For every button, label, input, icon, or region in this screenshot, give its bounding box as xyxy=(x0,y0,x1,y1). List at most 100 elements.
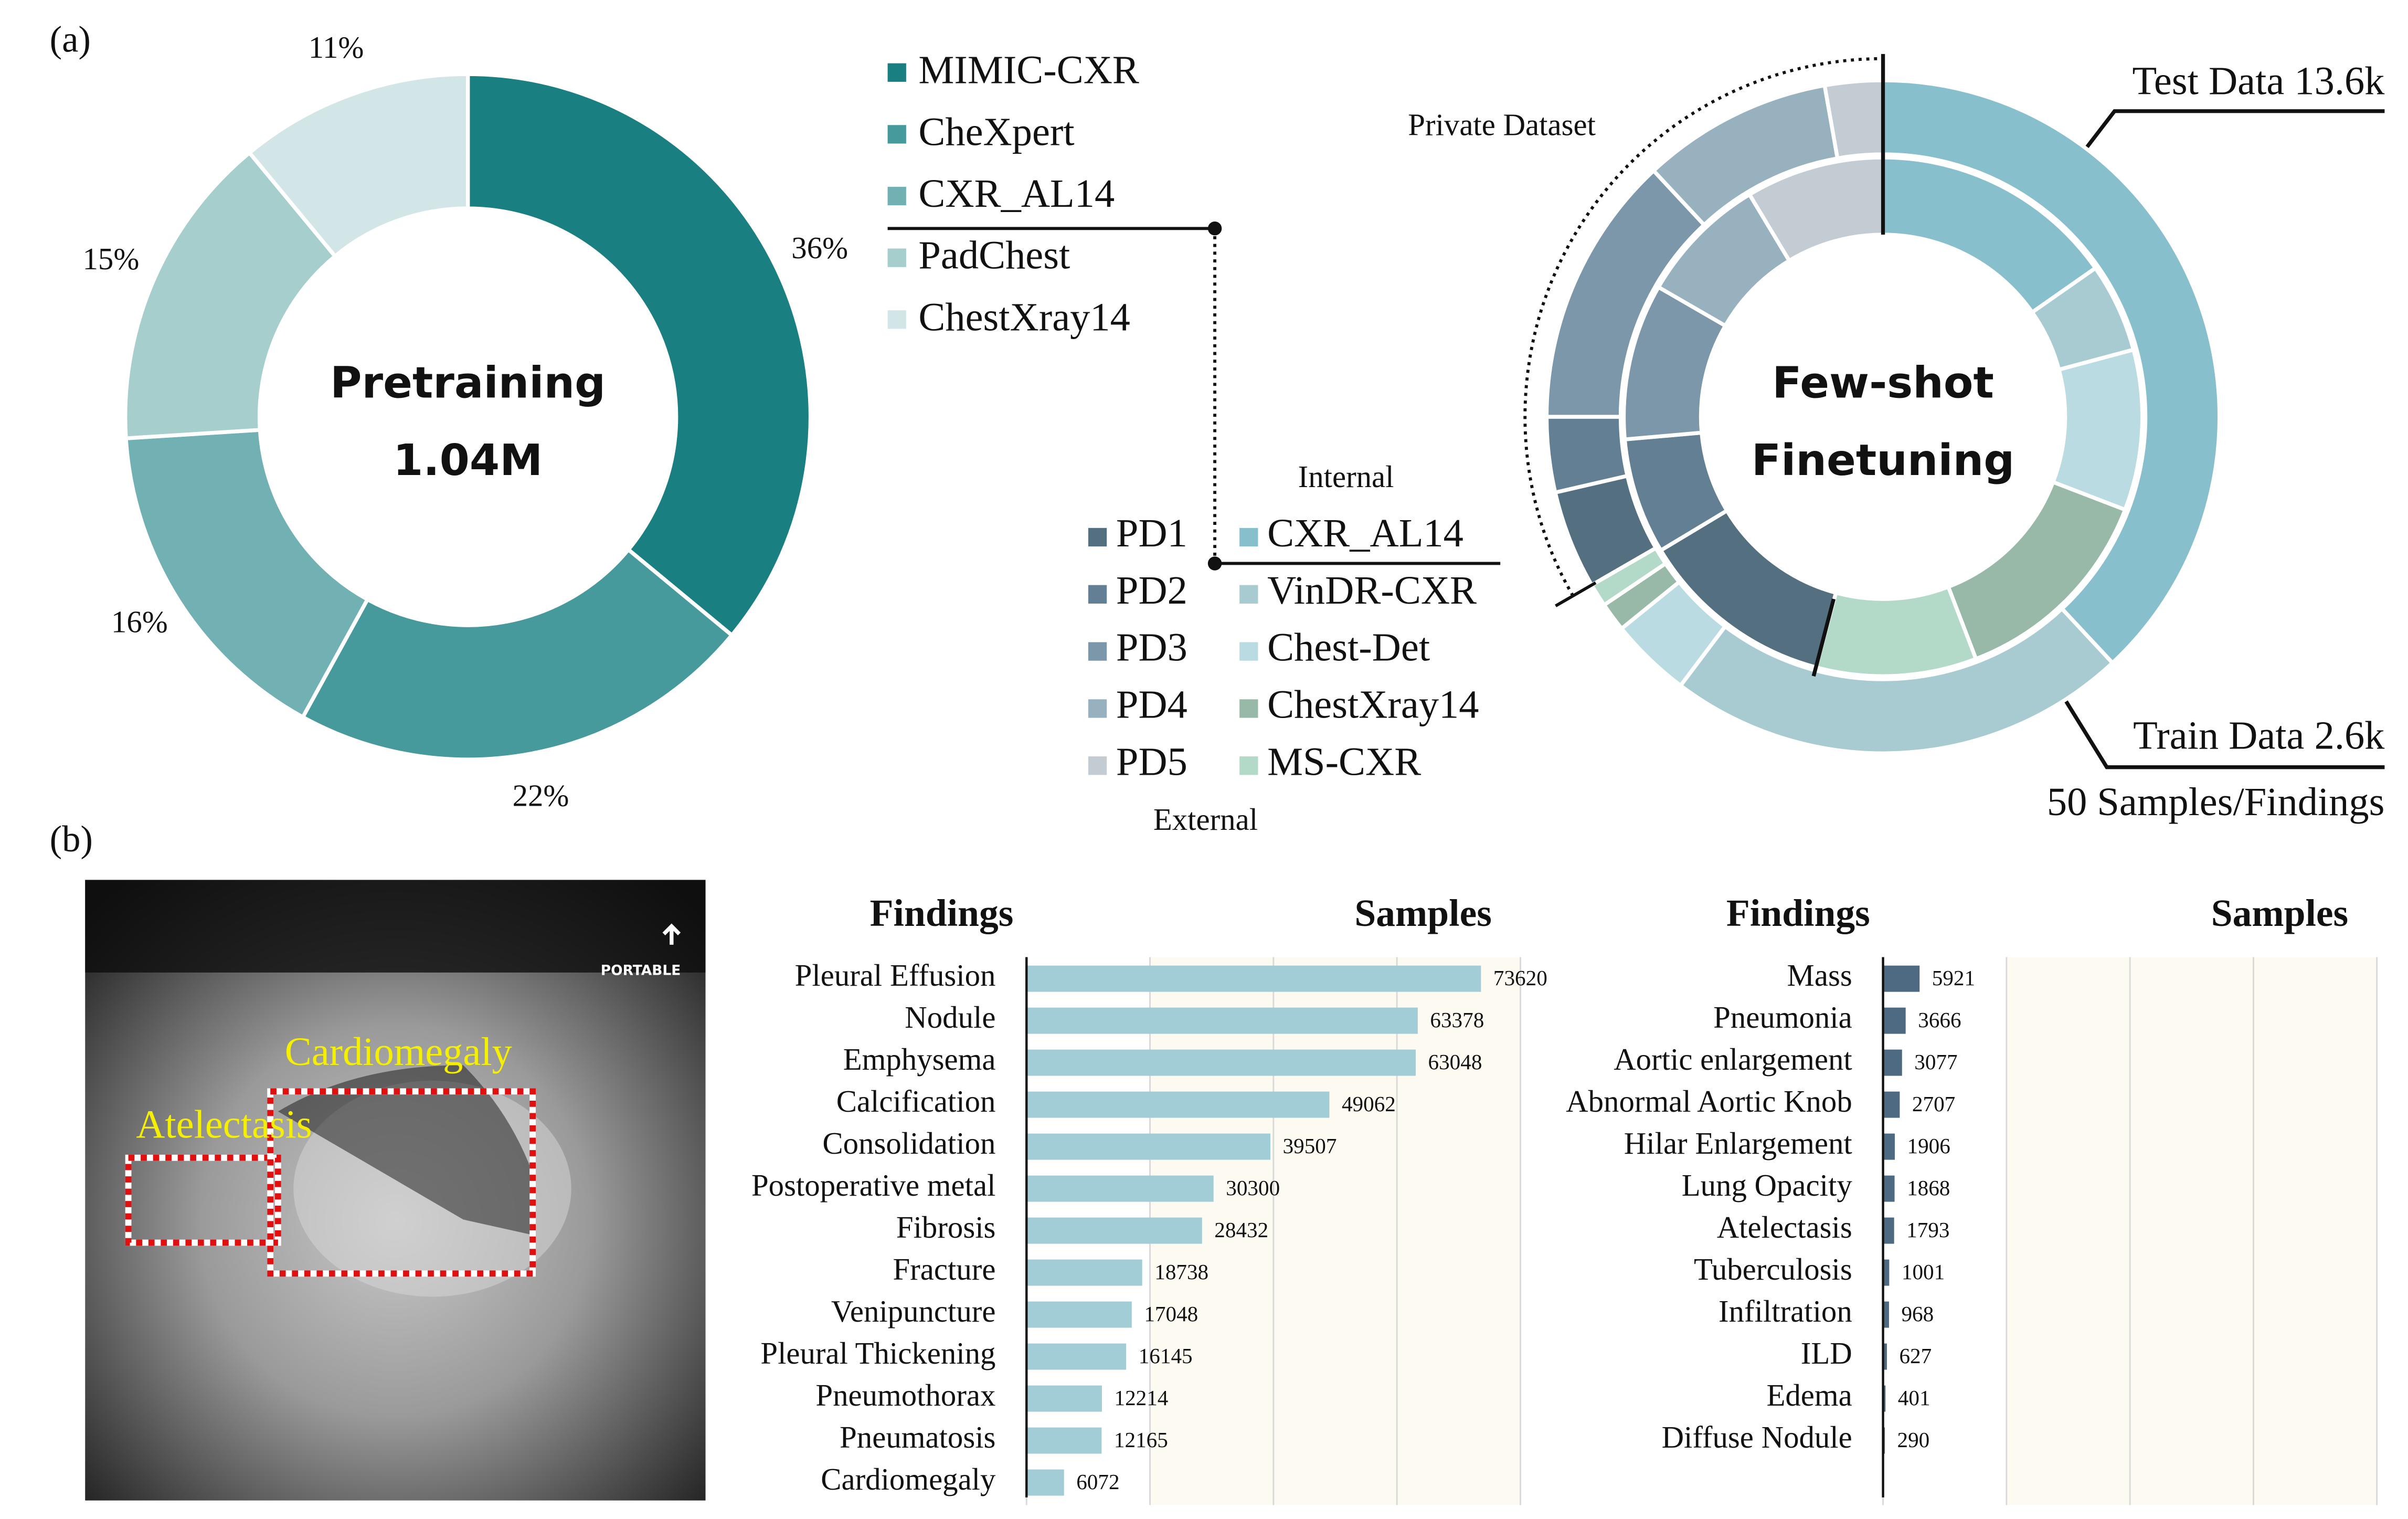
value-label: 11% xyxy=(309,30,364,65)
value-label: 18738 xyxy=(1154,1260,1208,1284)
panel-label: (a) xyxy=(50,19,91,60)
center-text: 1.04M xyxy=(393,436,543,486)
bar xyxy=(1883,1385,1886,1412)
value-label: 28432 xyxy=(1214,1218,1268,1242)
category-label: Pleural Thickening xyxy=(760,1336,995,1370)
bar xyxy=(1026,1217,1202,1244)
category-label: Pneumonia xyxy=(1713,1000,1852,1035)
value-label: 17048 xyxy=(1144,1302,1198,1326)
legend-label: PD5 xyxy=(1116,739,1187,784)
category-label: Aortic enlargement xyxy=(1614,1042,1852,1077)
value-label: 22% xyxy=(513,779,569,813)
category-label: Nodule xyxy=(905,1000,995,1035)
plot-shade xyxy=(1150,957,1521,1505)
category-label: Fracture xyxy=(893,1252,996,1286)
value-label: 1868 xyxy=(1907,1176,1950,1200)
bar xyxy=(1883,1091,1900,1118)
column-header: Samples xyxy=(1354,891,1491,934)
category-label: Atelectasis xyxy=(1717,1210,1852,1244)
category-label: Emphysema xyxy=(843,1042,996,1077)
bar xyxy=(1026,1259,1142,1286)
value-label: 968 xyxy=(1901,1302,1934,1326)
category-label: Consolidation xyxy=(822,1126,995,1161)
category-label: Calcification xyxy=(836,1084,996,1119)
bar xyxy=(1883,1343,1887,1370)
value-label: 30300 xyxy=(1226,1176,1280,1200)
legend-swatch xyxy=(1239,528,1258,547)
legend-label: CXR_AL14 xyxy=(918,171,1115,216)
legend-label: PD3 xyxy=(1116,625,1187,670)
bbox-cardiomegaly xyxy=(267,1088,536,1277)
donut-segment xyxy=(465,72,813,638)
private-tick xyxy=(1555,581,1597,607)
value-label: 63048 xyxy=(1428,1050,1482,1074)
connector-dot xyxy=(1207,556,1222,571)
bar xyxy=(1026,1049,1416,1076)
value-label: 49062 xyxy=(1342,1092,1396,1116)
bar xyxy=(1026,1301,1132,1328)
watermark: PORTABLE xyxy=(601,962,681,978)
bar xyxy=(1883,1133,1895,1160)
legend-swatch xyxy=(1239,642,1258,661)
ring-segment xyxy=(1678,606,2116,755)
bar xyxy=(1026,1385,1102,1412)
bar xyxy=(1883,1175,1895,1202)
value-label: 39507 xyxy=(1283,1134,1337,1158)
donut-segment xyxy=(300,546,735,762)
value-label: 1906 xyxy=(1907,1134,1950,1158)
legend-label: ChestXray14 xyxy=(1267,682,1479,726)
legend-swatch xyxy=(887,186,906,206)
center-text: Pretraining xyxy=(330,358,606,408)
legend-label: PD4 xyxy=(1116,682,1187,726)
value-label: 1001 xyxy=(1902,1260,1945,1284)
bar xyxy=(1883,965,1920,992)
connector-dot xyxy=(1207,221,1222,236)
bar xyxy=(1026,1007,1418,1034)
bar xyxy=(1883,1217,1894,1244)
value-label: 36% xyxy=(791,231,848,265)
bar xyxy=(1026,1469,1064,1496)
legend-swatch xyxy=(887,125,906,144)
donut-segment xyxy=(123,150,338,440)
annotation: 50 Samples/Findings xyxy=(2047,779,2385,824)
group-label: External xyxy=(1153,803,1258,837)
category-label: Pneumatosis xyxy=(840,1420,995,1454)
plot-shade xyxy=(2006,957,2377,1505)
arrow-icon xyxy=(662,923,681,945)
column-header: Findings xyxy=(870,891,1014,934)
category-label: Edema xyxy=(1766,1378,1852,1412)
bar xyxy=(1883,1301,1889,1328)
box-label: Cardiomegaly xyxy=(285,1029,512,1074)
category-label: Lung Opacity xyxy=(1682,1168,1853,1202)
group-label: Private Dataset xyxy=(1408,108,1596,142)
value-label: 12165 xyxy=(1114,1428,1168,1452)
category-label: Pneumothorax xyxy=(815,1378,995,1412)
legend-swatch xyxy=(1088,756,1107,775)
legend-label: PD1 xyxy=(1116,511,1187,555)
legend-swatch xyxy=(1239,756,1258,775)
separator xyxy=(1811,598,1836,677)
donut-segment xyxy=(124,428,370,720)
legend-swatch xyxy=(887,310,906,329)
value-label: 73620 xyxy=(1493,966,1547,990)
bar xyxy=(1883,1049,1902,1076)
category-label: Hilar Enlargement xyxy=(1624,1126,1852,1161)
legend-label: Chest-Det xyxy=(1267,625,1430,670)
xray-image: Cardiomegaly Atelectasis PORTABLE xyxy=(85,880,706,1501)
bar xyxy=(1026,965,1481,992)
value-label: 290 xyxy=(1897,1428,1930,1452)
value-label: 627 xyxy=(1899,1344,1932,1368)
category-label: Fibrosis xyxy=(896,1210,996,1244)
legend-swatch xyxy=(887,248,906,267)
private-arc xyxy=(1523,57,1883,597)
legend-label: CheXpert xyxy=(918,109,1074,154)
category-label: ILD xyxy=(1801,1336,1852,1370)
legend-label: MS-CXR xyxy=(1267,739,1421,784)
legend-swatch xyxy=(1088,699,1107,718)
value-label: 63378 xyxy=(1430,1008,1484,1032)
value-label: 6072 xyxy=(1076,1470,1119,1494)
lung-dark xyxy=(278,1065,533,1235)
bar xyxy=(1026,1091,1330,1118)
column-header: Findings xyxy=(1726,891,1870,934)
bar xyxy=(1883,1007,1906,1034)
